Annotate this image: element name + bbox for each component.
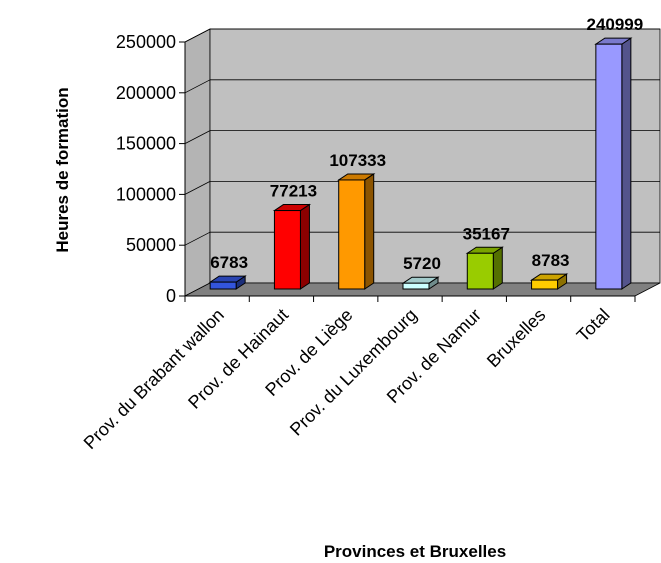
value-label: 6783: [210, 253, 248, 272]
bar: [402, 282, 430, 290]
y-tick-label: 0: [166, 286, 176, 306]
y-axis-title: Heures de formation: [53, 87, 72, 252]
grid-line-side: [184, 130, 211, 144]
grid-line-side: [184, 79, 211, 94]
value-label: 77213: [270, 182, 317, 201]
x-tick-label: Prov. du Luxembourg: [286, 305, 421, 440]
bar: [595, 43, 623, 290]
y-tick-label: 50000: [126, 235, 176, 255]
grid: [184, 28, 660, 246]
bar: [338, 179, 366, 290]
x-axis-title: Provinces et Bruxelles: [324, 542, 506, 561]
x-tick-label: Bruxelles: [483, 305, 549, 371]
value-label: 240999: [586, 15, 643, 34]
y-tick-label: 200000: [116, 83, 176, 103]
bar: [273, 210, 301, 290]
value-label: 35167: [463, 224, 510, 243]
grid-line-side: [184, 231, 211, 246]
bar-side: [621, 37, 632, 290]
y-tick-label: 100000: [116, 184, 176, 204]
y-tick-label: 150000: [116, 134, 176, 154]
bar: [466, 252, 494, 290]
bar: [209, 281, 237, 290]
bar-side: [299, 203, 310, 290]
value-label: 8783: [532, 251, 570, 270]
grid-line-side: [184, 28, 211, 43]
value-label: 107333: [329, 151, 386, 170]
x-tick-label: Total: [573, 305, 614, 346]
bar-side: [364, 173, 375, 290]
bar: [531, 279, 559, 290]
y-tick-label: 250000: [116, 32, 176, 52]
value-label: 5720: [403, 254, 441, 273]
side-wall: [184, 28, 211, 297]
grid-line-side: [184, 181, 211, 195]
bar-side: [492, 246, 503, 290]
bars: [208, 37, 633, 290]
